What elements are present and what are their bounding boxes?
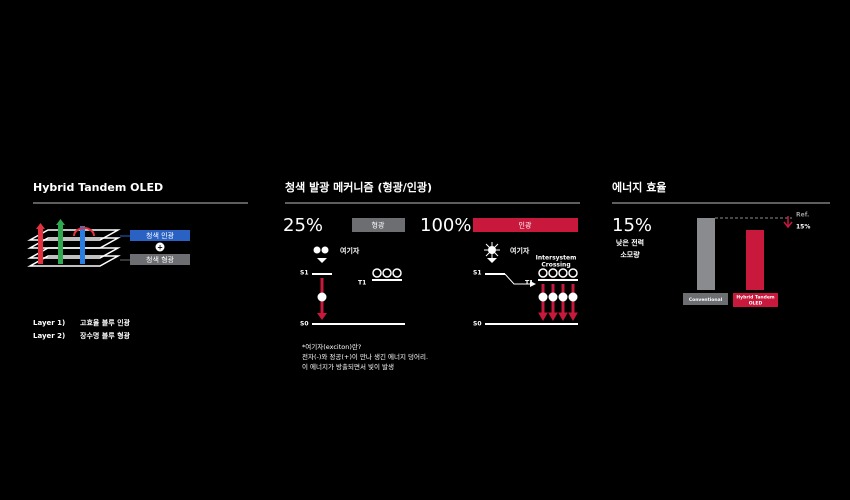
triplet-icon bbox=[392, 268, 402, 278]
excite-arrow bbox=[487, 258, 497, 263]
triplet-icon bbox=[558, 268, 568, 278]
triplet-icon bbox=[568, 268, 578, 278]
arrow-head bbox=[317, 313, 327, 320]
hybrid-tag-box bbox=[733, 293, 778, 307]
layer-desc: 장수명 블루 형광 bbox=[80, 331, 131, 340]
isc-label: Intersystem bbox=[536, 255, 577, 262]
oled-stack-illustration bbox=[27, 219, 121, 267]
recycle-arrow bbox=[73, 227, 95, 237]
arrow-head bbox=[530, 281, 536, 287]
conventional-bar bbox=[697, 218, 715, 290]
note: 이 에너지가 방출되면서 빛이 발생 bbox=[302, 362, 394, 371]
arrow-head bbox=[568, 312, 578, 322]
arrow-head bbox=[558, 312, 568, 322]
triplet-icon bbox=[538, 268, 548, 278]
arrow-head bbox=[783, 221, 793, 229]
photon-icon bbox=[548, 292, 558, 302]
arrow-head bbox=[56, 219, 65, 225]
exciton-label: 여기자 bbox=[510, 246, 530, 255]
phosphorescence-diagram bbox=[484, 242, 578, 325]
arrow-head bbox=[538, 312, 548, 322]
plus-circle bbox=[155, 242, 165, 252]
photon-icon bbox=[538, 292, 548, 302]
exciton-rays bbox=[484, 242, 500, 258]
saving-percent: 15% bbox=[612, 215, 652, 236]
photon-icon bbox=[317, 292, 327, 302]
arrow-head bbox=[548, 312, 558, 322]
fluor-label-box bbox=[352, 218, 405, 232]
arrow-head bbox=[36, 223, 45, 229]
level-label: S1 bbox=[473, 270, 482, 277]
level-label: T1 bbox=[525, 280, 533, 287]
electron-icon bbox=[321, 246, 329, 254]
layer-label: Layer 1) bbox=[33, 319, 65, 327]
excite-arrow bbox=[317, 258, 327, 263]
plus-sign: + bbox=[157, 244, 163, 252]
phos-label: 인광 bbox=[519, 221, 532, 230]
phosphor-tag-box bbox=[130, 230, 190, 241]
panel-title: 청색 발광 메커니즘 (형광/인광) bbox=[285, 180, 432, 194]
fluor-tag-box bbox=[130, 254, 190, 265]
panel-title: 에너지 효율 bbox=[612, 180, 666, 194]
phos-label-box bbox=[473, 218, 578, 232]
level-label: S0 bbox=[300, 321, 309, 328]
level-label: T1 bbox=[358, 280, 366, 287]
blue-emitter bbox=[80, 226, 85, 264]
phos-percent: 100% bbox=[420, 215, 471, 236]
fluor-label: 형광 bbox=[372, 222, 385, 230]
phosphor-tag: 청색 인광 bbox=[146, 231, 175, 240]
hybrid-bar bbox=[746, 230, 764, 290]
level-label: S1 bbox=[300, 270, 309, 277]
triplet-icon bbox=[548, 268, 558, 278]
green-emitter bbox=[58, 224, 63, 264]
hole-icon bbox=[313, 246, 321, 254]
fluor-tag: 청색 형광 bbox=[146, 255, 175, 264]
ref-label: Ref. bbox=[796, 212, 809, 219]
reduction-label: 15% bbox=[796, 224, 810, 231]
layer-label: Layer 2) bbox=[33, 332, 65, 340]
level-label: S0 bbox=[473, 321, 482, 328]
red-emitter bbox=[38, 228, 43, 264]
fluor-percent: 25% bbox=[283, 215, 323, 236]
photon-icon bbox=[558, 292, 568, 302]
triplet-icon bbox=[372, 268, 382, 278]
conventional-tag: Conventional bbox=[689, 297, 723, 303]
isc-label: Crossing bbox=[541, 262, 570, 269]
hybrid-tag: OLED bbox=[749, 301, 763, 307]
photon-icon bbox=[568, 292, 578, 302]
layer-desc: 고효율 블루 인광 bbox=[80, 318, 131, 327]
conventional-tag-box bbox=[683, 293, 728, 305]
note: *여기자(exciton)란? bbox=[302, 342, 361, 351]
note: 전자(-)와 정공(+)이 만나 생긴 에너지 덩어리. bbox=[302, 352, 428, 361]
triplet-icon bbox=[382, 268, 392, 278]
panel-title: Hybrid Tandem OLED bbox=[33, 181, 163, 194]
saving-caption: 소모량 bbox=[620, 250, 640, 259]
fluorescence-diagram bbox=[312, 246, 405, 325]
saving-caption: 낮은 전력 bbox=[616, 238, 644, 247]
hybrid-tag: Hybrid Tandem bbox=[736, 295, 774, 301]
exciton-label: 여기자 bbox=[340, 246, 360, 255]
isc-arrow bbox=[504, 273, 532, 285]
